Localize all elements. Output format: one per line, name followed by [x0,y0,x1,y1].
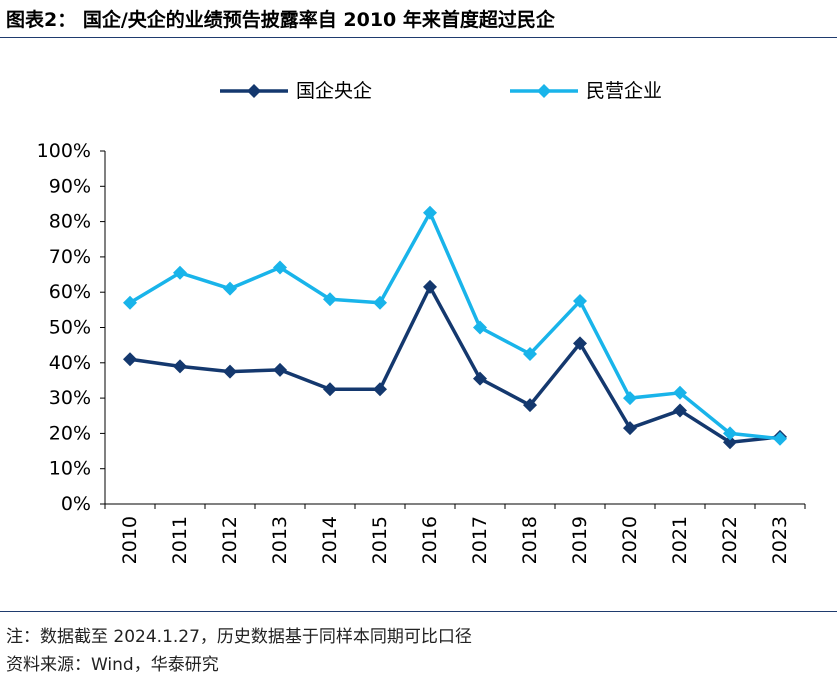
data-point [323,292,337,307]
data-point [373,295,387,310]
x-tick-label: 2021 [669,516,691,564]
data-point [623,421,637,436]
source-note: 资料来源：Wind，华泰研究 [6,655,219,675]
y-tick-label: 0% [61,493,91,515]
line-chart: 国企央企 民营企业 0% 10% 20% 30% 40% 50% 60% 70% 80% 90% 10… [37,80,806,564]
data-point [273,260,287,275]
y-tick-label: 50% [49,317,91,339]
x-tick-label: 2012 [219,516,241,564]
data-point [723,426,737,441]
x-tick-label: 2014 [319,516,341,564]
x-tick-label: 2016 [419,516,441,564]
data-point [773,431,787,446]
data-point [173,359,187,374]
legend-marker [247,84,261,98]
y-tick-label: 70% [49,246,91,268]
x-axis: 2010 2011 2012 2013 2014 2015 2016 2017 2018 2019… [104,503,806,564]
x-tick-label: 2015 [369,516,391,564]
data-point [523,346,537,361]
x-tick-label: 2013 [269,516,291,564]
x-tick-label: 2011 [169,516,191,564]
data-point [573,294,587,309]
y-tick-label: 100% [37,140,91,162]
y-tick-label: 60% [49,281,91,303]
data-point [673,385,687,400]
data-point [123,352,137,367]
top-divider [0,37,837,38]
x-tick-label: 2022 [719,516,741,564]
legend-label: 民营企业 [586,80,662,102]
chart-title: 图表2： 国企/央企的业绩预告披露率自 2010 年来首度超过民企 [6,9,555,31]
data-point [623,391,637,406]
x-tick-label: 2020 [619,516,641,564]
legend-label: 国企央企 [296,80,372,102]
x-tick-label: 2018 [519,516,541,564]
series-line [129,285,781,444]
x-tick-label: 2019 [569,516,591,564]
y-tick-label: 20% [49,422,91,444]
data-point [223,281,237,296]
data-point [223,364,237,379]
x-tick-label: 2010 [119,516,141,564]
x-tick-label: 2017 [469,516,491,564]
y-tick-label: 90% [49,175,91,197]
data-point [473,371,487,386]
data-point [373,382,387,397]
data-point [123,295,137,310]
y-tick-label: 30% [49,387,91,409]
y-tick-label: 10% [49,458,91,480]
data-point [173,265,187,280]
footnote: 注：数据截至 2024.1.27，历史数据基于同样本同期可比口径 [6,627,472,647]
y-tick-label: 40% [49,352,91,374]
legend-item-2: 民营企业 [510,80,662,102]
plot-area [123,205,787,450]
series-2 [123,205,787,446]
data-point [423,279,437,294]
legend-marker [537,84,551,98]
data-point [523,398,537,413]
y-tick-label: 80% [49,211,91,233]
series-1 [123,279,787,450]
data-point [673,403,687,418]
legend-item-1: 国企央企 [220,80,372,102]
data-point [473,320,487,335]
bottom-divider [0,611,837,612]
legend: 国企央企 民营企业 [220,80,662,102]
x-tick-label: 2023 [769,516,791,564]
y-axis: 0% 10% 20% 30% 40% 50% 60% 70% 80% 90% 100% [37,140,106,515]
data-point [573,336,587,351]
data-point [723,435,737,450]
series-line [129,211,781,441]
data-point [273,362,287,377]
data-point [323,382,337,397]
data-point [423,205,437,220]
